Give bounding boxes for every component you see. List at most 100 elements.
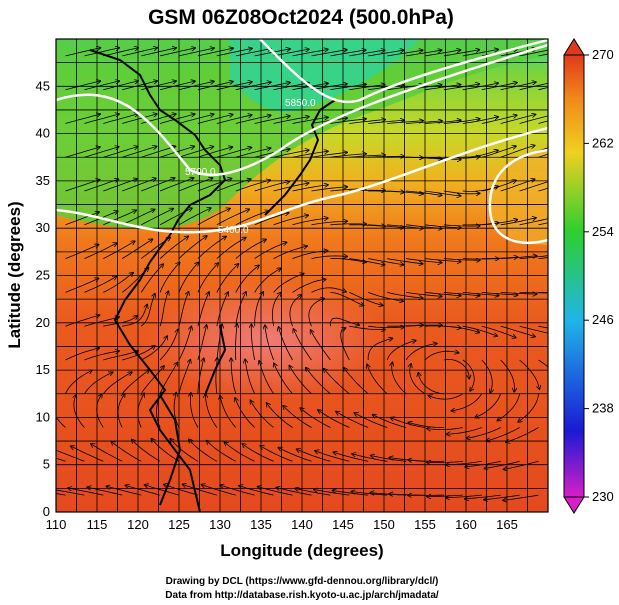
streamline	[519, 218, 548, 226]
colorbar-bottom-arrow	[563, 496, 585, 514]
streamline	[197, 236, 226, 259]
streamline	[141, 209, 173, 226]
streamline	[103, 273, 133, 293]
streamline	[373, 415, 407, 428]
streamline	[462, 359, 475, 391]
streamline	[103, 81, 138, 91]
streamline	[65, 81, 101, 91]
streamline	[197, 263, 218, 293]
streamline	[159, 329, 178, 361]
streamline	[500, 179, 535, 192]
streamline	[443, 50, 480, 57]
streamline	[84, 81, 119, 91]
streamline	[311, 221, 348, 226]
streamline	[538, 359, 548, 368]
colorbar-tick-label: 262	[592, 135, 614, 150]
streamline	[462, 150, 498, 158]
streamline	[465, 460, 501, 467]
streamline	[538, 53, 548, 57]
streamline	[427, 461, 463, 462]
streamline	[424, 224, 461, 228]
streamline	[475, 393, 502, 418]
streamline	[297, 449, 331, 462]
streamline	[330, 154, 366, 158]
streamline	[330, 119, 366, 124]
map-frame	[55, 38, 549, 513]
streamline	[424, 258, 461, 262]
streamline	[427, 428, 463, 430]
streamline	[140, 366, 164, 395]
y-tick-label: 30	[36, 220, 50, 235]
streamline	[273, 150, 309, 158]
streamline	[235, 180, 270, 192]
colorbar: 230 238 246 254 262 270	[563, 38, 614, 514]
credit-data: Data from http://database.rish.kyoto-u.a…	[165, 590, 439, 601]
map-title: GSM 06Z08Oct2024 (500.0hPa)	[148, 6, 454, 29]
streamline	[387, 190, 423, 194]
streamline	[324, 369, 350, 395]
streamline	[84, 114, 119, 124]
streamline	[368, 156, 404, 157]
streamline	[56, 416, 66, 428]
streamline	[159, 114, 195, 124]
streamline	[467, 427, 501, 439]
streamline	[292, 117, 329, 124]
streamline	[251, 324, 256, 361]
cold-pocket	[487, 150, 548, 245]
streamline	[443, 325, 479, 332]
x-tick-label: 130	[209, 517, 231, 532]
streamline	[254, 213, 289, 226]
streamline	[122, 146, 156, 158]
streamline	[265, 325, 274, 361]
streamline	[315, 451, 350, 462]
streamline	[84, 147, 118, 158]
streamline	[122, 81, 157, 91]
streamline	[424, 190, 461, 196]
streamline	[443, 190, 480, 194]
y-tick-label: 45	[36, 78, 50, 93]
x-tick-label: 160	[455, 517, 477, 532]
streamline	[427, 495, 463, 496]
streamline	[504, 460, 539, 469]
streamline	[160, 48, 195, 57]
streamline	[96, 394, 104, 428]
contour-label-5850: 5850.0	[285, 98, 316, 109]
streamline	[292, 251, 328, 259]
streamline	[103, 210, 136, 226]
streamline	[519, 292, 548, 294]
streamline	[424, 50, 461, 57]
streamline	[387, 85, 423, 91]
streamline	[254, 268, 281, 293]
streamline	[500, 292, 537, 294]
y-tick-label: 15	[36, 362, 50, 377]
streamline	[406, 224, 442, 229]
streamline	[519, 49, 548, 57]
streamline	[160, 81, 195, 91]
streamline	[289, 366, 312, 395]
streamline	[65, 278, 99, 293]
streamline	[132, 440, 161, 462]
streamline	[368, 50, 404, 57]
streamline	[65, 48, 101, 57]
streamline	[84, 276, 116, 293]
streamline	[443, 119, 480, 124]
streamline	[349, 258, 385, 265]
streamline	[254, 149, 290, 158]
streamline	[500, 256, 537, 259]
streamline	[254, 182, 290, 192]
streamline	[405, 343, 437, 361]
streamline	[424, 351, 459, 361]
streamline	[447, 427, 482, 435]
streamline	[500, 359, 515, 392]
streamline	[242, 444, 274, 462]
y-tick-label: 20	[36, 315, 50, 330]
streamline	[231, 358, 237, 394]
streamline	[311, 152, 348, 158]
streamline	[178, 208, 211, 226]
colorbar-tick-label: 230	[592, 489, 614, 504]
streamline	[538, 292, 548, 293]
streamline	[122, 209, 155, 226]
streamline	[159, 146, 194, 158]
streamline	[254, 83, 290, 91]
